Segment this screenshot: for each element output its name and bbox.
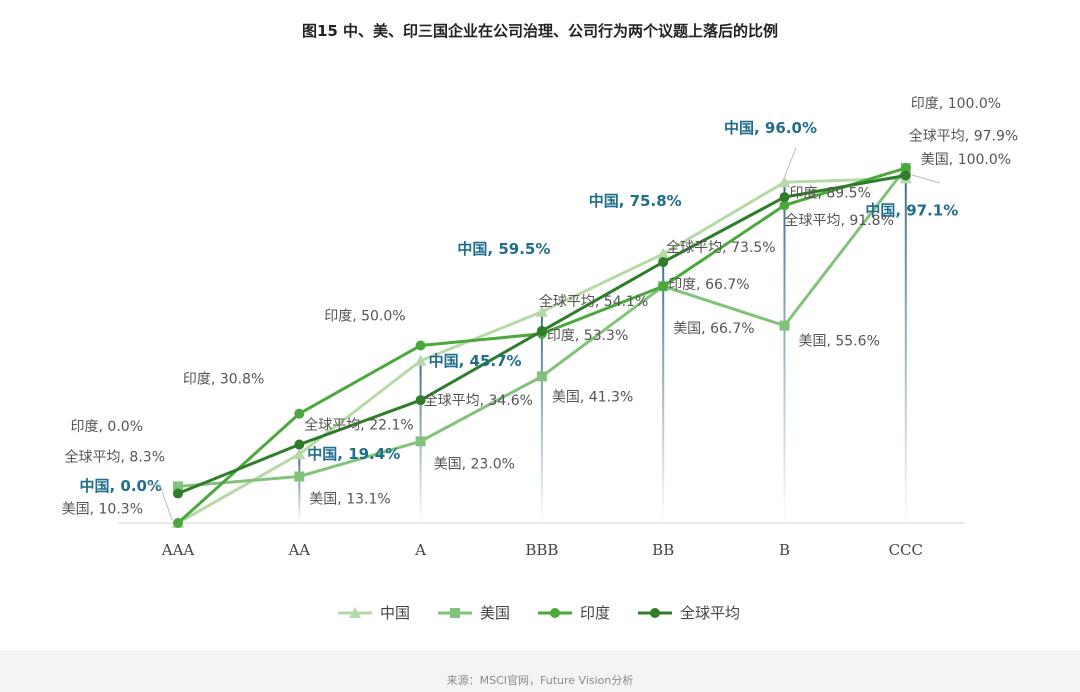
point-marker [294, 439, 305, 450]
legend-swatch-marker [349, 607, 361, 618]
legend-swatch-marker [650, 608, 660, 618]
x-tick-label: BB [652, 541, 674, 559]
legend-label: 中国 [380, 604, 410, 622]
point-marker [294, 471, 305, 482]
point-marker [535, 305, 548, 317]
legend-swatch-marker [550, 608, 560, 618]
drop-line [298, 454, 301, 523]
data-label-全球平均: 全球平均, 54.1% [539, 293, 648, 310]
data-label-全球平均: 全球平均, 8.3% [65, 449, 165, 466]
legend-label: 美国 [480, 604, 510, 622]
x-tick-label: B [779, 541, 790, 559]
data-label-印度: 印度, 53.3% [547, 328, 628, 344]
data-label-全球平均: 全球平均, 34.6% [424, 392, 533, 409]
data-label-美国: 美国, 41.3% [552, 389, 633, 405]
point-marker [173, 488, 183, 499]
point-marker [658, 281, 669, 292]
data-label-中国: 中国, 97.1% [865, 201, 958, 219]
data-label-中国: 中国, 0.0% [79, 477, 162, 495]
data-label-中国: 中国, 96.0% [724, 119, 817, 137]
data-label-美国: 美国, 100.0% [921, 152, 1011, 168]
point-marker [900, 170, 911, 181]
x-tick-label: A [414, 541, 426, 559]
x-tick-label: AAA [161, 541, 195, 559]
point-marker [658, 257, 669, 268]
point-marker [779, 200, 790, 211]
leader-line [911, 174, 941, 184]
legend-label: 印度 [580, 604, 610, 622]
data-label-全球平均: 全球平均, 73.5% [666, 239, 775, 256]
data-label-美国: 美国, 55.6% [799, 334, 880, 350]
point-marker [173, 481, 183, 492]
point-marker [779, 320, 790, 331]
data-label-印度: 印度, 100.0% [911, 96, 1001, 112]
data-label-美国: 美国, 23.0% [434, 456, 515, 472]
x-tick-label: AA [287, 541, 310, 559]
source-note: 来源：MSCI官网，Future Vision分析 [446, 674, 634, 687]
legend-swatch-marker [450, 608, 460, 618]
drop-line [904, 178, 907, 524]
chart-title: 图15 中、美、印三国企业在公司治理、公司行为两个议题上落后的比例 [301, 22, 779, 40]
data-label-美国: 美国, 13.1% [309, 491, 390, 507]
point-marker [657, 247, 670, 259]
data-label-美国: 美国, 66.7% [673, 321, 754, 337]
leader-line [783, 147, 797, 179]
x-tick-label: BBB [525, 541, 558, 559]
drop-line [662, 253, 665, 523]
point-marker [536, 371, 547, 382]
data-label-印度: 印度, 0.0% [71, 419, 143, 435]
data-label-美国: 美国, 10.3% [62, 501, 143, 517]
data-label-全球平均: 全球平均, 91.8% [785, 212, 894, 229]
point-marker [778, 176, 791, 188]
point-marker [900, 163, 911, 173]
point-marker [415, 436, 426, 447]
data-label-中国: 中国, 59.5% [457, 240, 550, 258]
data-label-全球平均: 全球平均, 97.9% [909, 127, 1018, 144]
point-marker [414, 354, 427, 366]
data-label-印度: 印度, 30.8% [183, 372, 264, 388]
data-label-中国: 中国, 19.4% [307, 445, 400, 463]
footer-band [0, 650, 1080, 692]
drop-line [540, 311, 543, 523]
legend-label: 全球平均 [680, 604, 740, 622]
data-label-印度: 印度, 66.7% [668, 277, 749, 293]
data-label-印度: 印度, 50.0% [324, 309, 405, 325]
data-label-中国: 中国, 75.8% [589, 192, 682, 210]
point-marker [415, 340, 426, 351]
data-label-中国: 中国, 45.7% [429, 352, 522, 370]
x-tick-label: CCC [889, 541, 923, 559]
data-label-全球平均: 全球平均, 22.1% [304, 417, 413, 434]
point-marker [294, 408, 305, 419]
point-marker [293, 448, 306, 460]
point-marker [173, 518, 183, 528]
leader-line [148, 484, 173, 521]
data-label-印度: 印度, 89.5% [790, 185, 871, 201]
point-marker [779, 192, 790, 203]
chart-area [0, 0, 1080, 650]
point-marker [536, 325, 547, 336]
drop-line [783, 182, 786, 523]
point-marker [415, 395, 426, 406]
